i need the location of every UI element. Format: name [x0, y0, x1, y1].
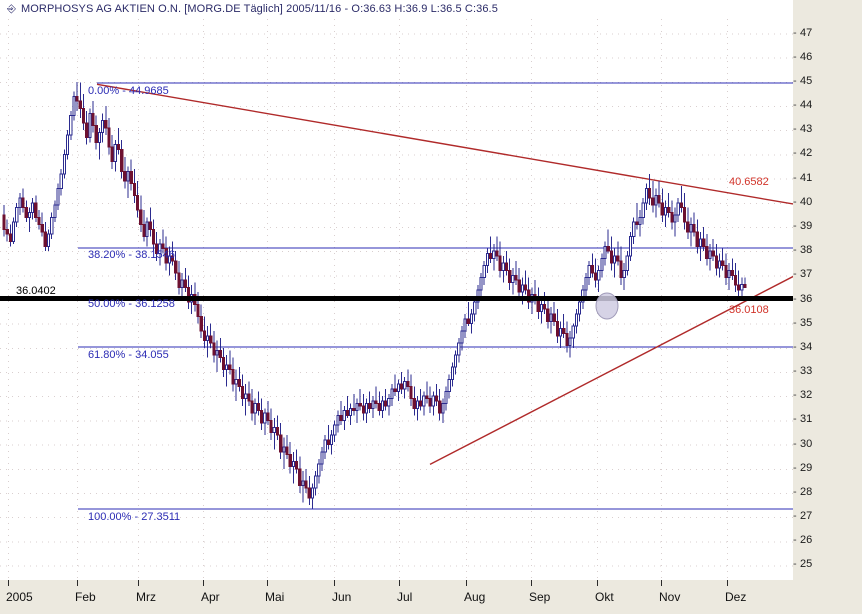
price-tick-32: -32 — [793, 389, 813, 402]
overlay-lines-group — [78, 82, 793, 510]
uptrend-value-label: 36.0108 — [729, 304, 769, 317]
date-tick-label-Mrz: Mrz — [136, 590, 156, 604]
fib-label-50: 50.00% - 36.1258 — [88, 298, 175, 311]
downtrend-value-label: 40.6582 — [729, 175, 769, 188]
date-tick-label-Dez: Dez — [725, 590, 747, 604]
price-tick-26: -26 — [793, 534, 813, 547]
date-tick-label-Feb: Feb — [75, 590, 96, 604]
date-tick-mark-Mai — [267, 580, 268, 586]
price-tick-38: -38 — [793, 244, 813, 257]
date-tick-mark-Feb — [77, 580, 78, 586]
date-tick-mark-Nov — [661, 580, 662, 586]
price-axis[interactable]: -47 -46 -45 -44 -43 -42 -41 -40 -39 -38 -37 -36 -35 -… — [793, 0, 862, 580]
date-tick-mark-Dez — [727, 580, 728, 586]
fib-label-618: 61.80% - 34.055 — [88, 348, 169, 361]
date-tick-label-Apr: Apr — [201, 590, 220, 604]
date-axis[interactable]: 2005 Feb Mrz Apr Mai Jun Jul Aug Sep Okt Nov Dez — [0, 580, 862, 614]
support-level-label: 36.0402 — [16, 284, 56, 297]
date-tick-label-Jun: Jun — [332, 590, 352, 604]
crosshair-marker-icon: ⎆ — [7, 3, 16, 15]
date-tick-mark-2005 — [8, 580, 9, 586]
price-tick-35: -35 — [793, 316, 813, 329]
price-tick-36: -36 — [793, 292, 813, 305]
fib-label-0: 0.00% - 44.9685 — [88, 84, 169, 97]
chart-plot-area[interactable]: 0.00% - 44.9685 38.20% - 38.1546 50.00% … — [0, 19, 793, 580]
date-tick-mark-Okt — [597, 580, 598, 586]
price-tick-30: -30 — [793, 437, 813, 450]
price-tick-34: -34 — [793, 340, 813, 353]
price-tick-42: -42 — [793, 147, 813, 160]
date-tick-label-Mai: Mai — [265, 590, 285, 604]
date-tick-mark-Jul — [399, 580, 400, 586]
date-tick-mark-Sep — [531, 580, 532, 586]
date-tick-label-Sep: Sep — [529, 590, 551, 604]
chart-title-bar: ⎆ MORPHOSYS AG AKTIEN O.N. [MORG.DE Tägl… — [0, 0, 862, 19]
chart-canvas — [0, 19, 793, 580]
price-tick-31: -31 — [793, 413, 813, 426]
price-tick-25: -25 — [793, 558, 813, 571]
fib-label-100: 100.00% - 27.3511 — [88, 510, 181, 523]
date-tick-label-Okt: Okt — [595, 590, 614, 604]
price-tick-44: -44 — [793, 99, 813, 112]
fib-label-382: 38.20% - 38.1546 — [88, 249, 175, 262]
price-tick-41: -41 — [793, 171, 813, 184]
price-tick-28: -28 — [793, 485, 813, 498]
date-tick-label-Jul: Jul — [397, 590, 413, 604]
price-tick-27: -27 — [793, 510, 813, 523]
date-tick-mark-Aug — [466, 580, 467, 586]
chart-title-text: MORPHOSYS AG AKTIEN O.N. [MORG.DE Täglic… — [21, 3, 498, 15]
price-tick-33: -33 — [793, 365, 813, 378]
candlestick-series — [2, 81, 747, 509]
overlay-top-group — [0, 292, 793, 320]
price-tick-45: -45 — [793, 74, 813, 87]
price-tick-40: -40 — [793, 195, 813, 208]
date-tick-label-Aug: Aug — [464, 590, 486, 604]
date-tick-label-2005: 2005 — [6, 590, 33, 604]
price-tick-43: -43 — [793, 123, 813, 136]
date-tick-mark-Mrz — [138, 580, 139, 586]
price-tick-39: -39 — [793, 219, 813, 232]
date-tick-mark-Apr — [203, 580, 204, 586]
price-tick-29: -29 — [793, 461, 813, 474]
date-tick-mark-Jun — [334, 580, 335, 586]
price-tick-37: -37 — [793, 268, 813, 281]
price-tick-47: -47 — [793, 26, 813, 39]
date-tick-label-Nov: Nov — [659, 590, 681, 604]
price-tick-46: -46 — [793, 50, 813, 63]
